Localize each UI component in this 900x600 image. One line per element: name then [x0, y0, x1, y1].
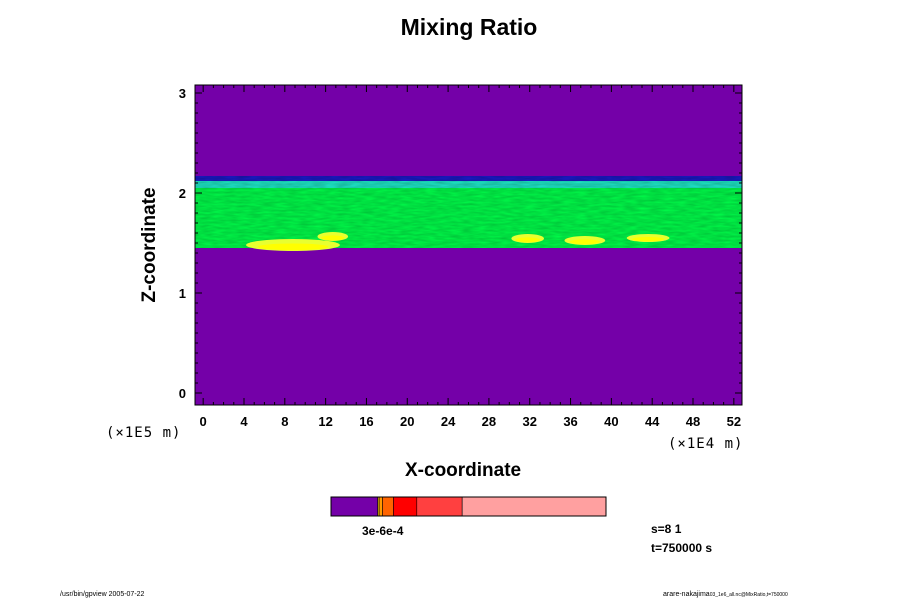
yellow-core-2	[515, 237, 540, 243]
colorbar-segment-3	[382, 496, 394, 517]
colorbar-segment-2	[378, 496, 383, 517]
x-tick-label: 32	[522, 414, 536, 429]
x-tick-label: 24	[441, 414, 456, 429]
colorbar-segment-6	[461, 496, 607, 517]
colorbar-segment-0	[330, 496, 379, 517]
x-tick-label: 28	[482, 414, 496, 429]
x-tick-label: 36	[563, 414, 577, 429]
info-t: t=750000 s	[651, 541, 713, 555]
x-tick-label: 20	[400, 414, 414, 429]
x-tick-label: 40	[604, 414, 618, 429]
x-tick-label: 16	[359, 414, 373, 429]
x-tick-label: 0	[200, 414, 207, 429]
footer-source: arare-nakajima03_1e6_all.nc@MixRatio,t=7…	[663, 591, 788, 598]
x-tick-label: 52	[727, 414, 741, 429]
y-tick-label: 3	[179, 86, 186, 101]
colorbar-frame	[330, 496, 607, 517]
yellow-core-1	[321, 235, 345, 241]
colorbar-segment-5	[416, 496, 463, 517]
footer-author: arare-nakajima	[663, 591, 710, 598]
yellow-core-0	[257, 243, 329, 251]
yellow-core-4	[632, 237, 665, 242]
yellow-core-3	[569, 239, 601, 245]
x-tick-label: 12	[318, 414, 332, 429]
footer-file: 03_1e6_all.nc@MixRatio,t=750000	[709, 592, 788, 598]
x-axis-unit: (×1E4 m)	[668, 436, 744, 452]
x-tick-label: 4	[240, 414, 248, 429]
info-s: s=8 1	[651, 522, 682, 536]
x-tick-label: 44	[645, 414, 660, 429]
colorbar-segment-4	[393, 496, 418, 517]
x-tick-label: 48	[686, 414, 700, 429]
footer-command: /usr/bin/gpview 2005-07-22	[60, 591, 145, 598]
chart-title: Mixing Ratio	[400, 14, 538, 40]
y-tick-label: 0	[179, 386, 186, 401]
y-axis-label: Z-coordinate	[139, 187, 160, 303]
y-tick-label: 2	[179, 186, 186, 201]
x-tick-label: 8	[281, 414, 288, 429]
y-tick-label: 1	[179, 286, 186, 301]
colorbar-label: 3e-6e-4	[362, 524, 404, 538]
x-axis-label: X-coordinate	[405, 460, 522, 481]
y-axis-unit: (×1E5 m)	[106, 425, 182, 441]
